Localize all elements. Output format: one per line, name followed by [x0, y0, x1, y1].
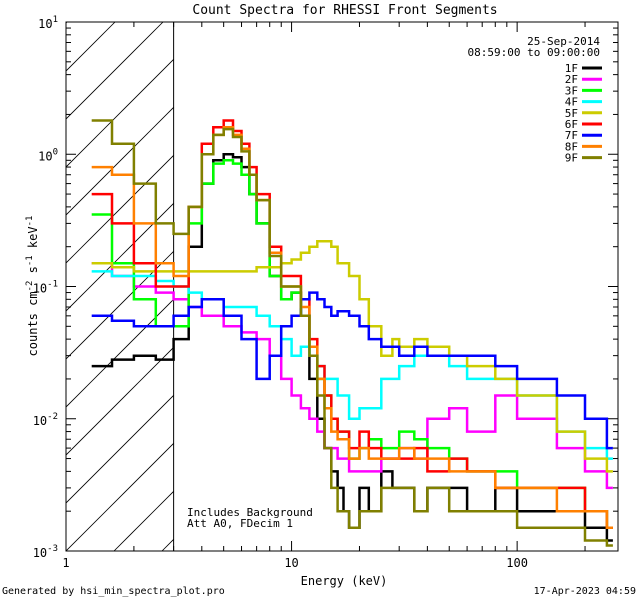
hatch-line [66, 394, 174, 504]
footer-timestamp: 17-Apr-2023 04:59 [534, 586, 636, 597]
hatch-line [66, 22, 116, 72]
hatch-line [0, 0, 90, 551]
legend-label-9f: 9F [565, 152, 578, 165]
chart-title: Count Spectra for RHESSI Front Segments [192, 3, 497, 18]
hatch-line [450, 0, 640, 551]
hatch-line [354, 0, 640, 551]
legend-label-7f: 7F [565, 129, 578, 142]
legend-label-2f: 2F [565, 73, 578, 86]
footer-generated-by: Generated by hsi_min_spectra_plot.pro [2, 586, 225, 597]
series-9f-line [91, 119, 613, 547]
x-tick-label: 100 [506, 556, 528, 570]
series-1f-line [91, 153, 613, 542]
header-time-range: 08:59:00 to 09:00:00 [468, 46, 600, 59]
hatch-line [402, 0, 640, 551]
series-group [91, 119, 613, 547]
y-tick-label: 101 [38, 15, 58, 31]
series-5f-line [91, 239, 613, 473]
y-tick-label: 10-3 [33, 544, 58, 560]
hatch-line [594, 0, 640, 551]
hatch-line [66, 298, 174, 408]
x-tick-label: 1 [62, 556, 69, 570]
annotation-background: Includes Background [187, 506, 313, 519]
excluded-energy-hatch [0, 0, 640, 551]
series-6f-line [91, 119, 613, 529]
annotation-attenuator: Att A0, FDecim 1 [187, 517, 293, 530]
hatch-line [66, 250, 174, 360]
axes: 1 10 100 10-3 10-2 10-1 100 101 [33, 15, 618, 570]
legend-label-8f: 8F [565, 140, 578, 153]
y-axis-label: counts cm-2 s-1 keV-1 [25, 216, 40, 357]
series-4f-line [91, 270, 613, 460]
legend-label-6f: 6F [565, 118, 578, 131]
hatch-line [546, 0, 640, 551]
series-2f-line [91, 261, 613, 490]
y-tick-label: 100 [38, 147, 58, 163]
hatch-line [66, 442, 174, 551]
header-date: 25-Sep-2014 [527, 35, 600, 48]
series-7f-line [91, 291, 613, 450]
legend-label-1f: 1F [565, 62, 578, 75]
x-tick-label: 10 [284, 556, 298, 570]
hatch-line [113, 490, 174, 551]
legend-label-4f: 4F [565, 96, 578, 109]
y-tick-label: 10-1 [33, 280, 58, 296]
hatch-line [66, 154, 174, 264]
y-tick-label: 10-2 [33, 412, 58, 428]
legend-label-5f: 5F [565, 107, 578, 120]
legend-label-3f: 3F [565, 84, 578, 97]
hatch-line [66, 346, 174, 456]
hatch-lines [0, 0, 640, 551]
hatch-line [66, 202, 174, 312]
hatch-line [66, 22, 164, 120]
x-axis-label: Energy (keV) [301, 574, 388, 588]
